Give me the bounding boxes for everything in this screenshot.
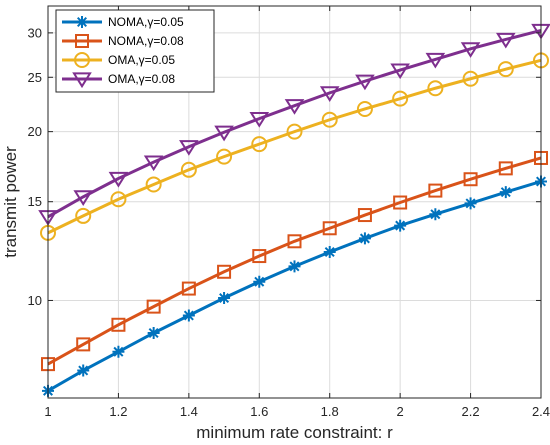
data-point [499, 186, 512, 199]
legend-marker [74, 52, 90, 68]
data-point [286, 123, 303, 140]
x-axis-label: minimum rate constraint: r [196, 423, 393, 442]
data-point [464, 197, 477, 210]
data-point [498, 161, 513, 176]
data-point [429, 208, 442, 221]
series-layer [38, 23, 550, 397]
data-point [428, 183, 443, 198]
series-2 [41, 150, 548, 372]
series-3 [40, 52, 549, 241]
data-point [182, 309, 195, 322]
data-point [146, 299, 161, 314]
data-point [284, 99, 305, 115]
x-tick-label: 2 [397, 404, 404, 419]
legend-label: NOMA,γ=0.08 [108, 34, 184, 48]
data-point [108, 171, 129, 188]
data-point [218, 292, 231, 305]
data-point [393, 195, 408, 210]
legend-item: NOMA,γ=0.05 [62, 15, 184, 29]
data-point [249, 111, 270, 128]
data-point [179, 140, 199, 156]
data-point [75, 207, 92, 224]
x-tick-label: 1.8 [321, 404, 339, 419]
data-point [288, 260, 301, 273]
series-1 [42, 175, 547, 397]
data-point [460, 42, 481, 58]
y-tick-label: 20 [28, 124, 42, 139]
data-point [252, 249, 267, 264]
legend-label: NOMA,γ=0.05 [108, 15, 184, 29]
data-point [497, 61, 514, 78]
y-axis-label: transmit power [1, 146, 20, 258]
y-tick-label: 15 [28, 194, 42, 209]
x-tick-label: 1 [44, 404, 51, 419]
legend: NOMA,γ=0.05 NOMA,γ=0.08 OMA,γ=0.05 OMA,γ=0.… [55, 9, 215, 93]
x-tick-label: 2.2 [462, 404, 480, 419]
legend-marker [75, 34, 89, 48]
data-point [111, 317, 126, 332]
data-point [73, 190, 94, 206]
legend-marker [76, 16, 88, 28]
data-point [143, 155, 164, 172]
x-tick-label: 1.2 [109, 404, 127, 419]
data-point [462, 70, 479, 87]
data-point [217, 264, 232, 279]
data-point [392, 90, 409, 107]
data-point [321, 111, 338, 128]
data-point [358, 232, 371, 245]
data-point [180, 161, 197, 178]
data-point [110, 191, 127, 208]
x-tick-label: 1.6 [250, 404, 268, 419]
data-point [251, 136, 268, 153]
series-line [47, 58, 542, 235]
data-point [147, 326, 160, 339]
legend-label: OMA,γ=0.05 [108, 53, 175, 67]
data-point [216, 148, 233, 165]
legend-item: OMA,γ=0.08 [62, 72, 175, 89]
legend-item: NOMA,γ=0.08 [62, 34, 184, 48]
data-point [390, 63, 410, 80]
data-point [112, 345, 125, 358]
data-point [322, 221, 337, 236]
data-point [357, 208, 372, 223]
series-line [47, 156, 542, 366]
data-point [145, 176, 162, 193]
data-point [427, 80, 444, 97]
y-tick-label: 10 [28, 293, 42, 308]
data-point [253, 275, 266, 288]
legend-marker [72, 72, 92, 89]
y-tick-label: 30 [28, 25, 42, 40]
data-point [181, 281, 196, 296]
legend-label: OMA,γ=0.08 [108, 72, 175, 86]
data-point [77, 364, 90, 377]
series-line [47, 28, 542, 219]
data-point [319, 86, 340, 102]
data-point [287, 234, 302, 249]
data-point [76, 337, 91, 352]
data-point [355, 74, 375, 91]
x-tick-label: 1.4 [180, 404, 198, 419]
legend-item: OMA,γ=0.05 [62, 52, 175, 68]
y-tick-label: 25 [28, 70, 42, 85]
data-point [495, 32, 516, 49]
ticks: 1 1.2 1.4 1.6 1.8 2 2.2 2.4 10 15 20 25 30 [28, 6, 550, 419]
series-4 [38, 23, 550, 226]
data-point [425, 52, 446, 69]
data-point [463, 172, 478, 187]
x-tick-label: 2.4 [532, 404, 550, 419]
data-point [214, 125, 234, 142]
data-point [394, 219, 407, 232]
data-point [356, 100, 373, 117]
series-line [47, 180, 542, 393]
data-point [323, 246, 336, 259]
